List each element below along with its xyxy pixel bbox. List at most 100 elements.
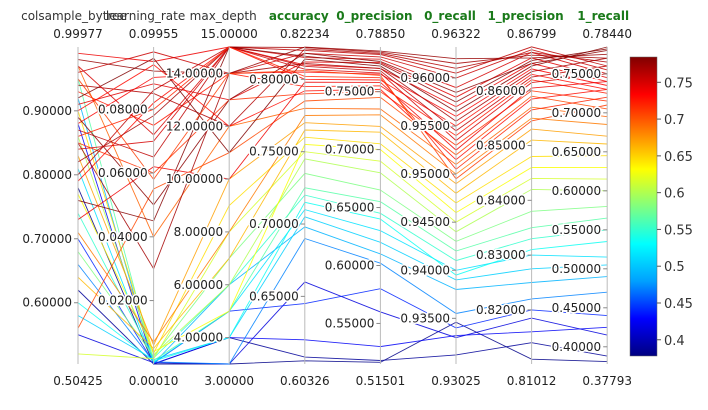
axis-title: accuracy (269, 9, 329, 23)
trial-line (77, 57, 608, 270)
trial-line (77, 65, 608, 238)
tick-label: 0.84000 (476, 193, 526, 207)
axis-max-label: 0.78440 (582, 27, 632, 41)
trial-line (77, 72, 608, 137)
axis-0-recall[interactable]: 0_recall 0.96322 0.93025 0.93500 0.94000 0.94… (399, 9, 481, 388)
tick-label: 0.82000 (476, 303, 526, 317)
axis-max-label: 0.99977 (53, 27, 103, 41)
trial-line (77, 78, 608, 362)
axis-max-label: 0.78850 (356, 27, 406, 41)
trial-line (77, 123, 608, 365)
trial-line (77, 46, 608, 222)
axis-1-recall[interactable]: 1_recall 0.78440 0.37793 0.40000 0.45000 0.50… (550, 9, 632, 388)
trial-line (77, 172, 608, 358)
axis-min-label: 0.60326 (280, 374, 330, 388)
tick-label: 0.06000 (98, 166, 148, 180)
tick-label: 0.75000 (249, 145, 299, 159)
trial-line (77, 281, 608, 365)
colorbar-gradient (629, 56, 658, 357)
trial-line (77, 46, 608, 163)
colorbar-tick-label: 0.55 (664, 223, 693, 238)
colorbar-tick-label: 0.7 (664, 113, 685, 128)
tick-label: 0.65000 (249, 289, 299, 303)
colorbar-tick-label: 0.65 (664, 150, 693, 165)
trial-line (77, 46, 608, 170)
trial-line (77, 151, 608, 360)
colorbar: 0.4 0.45 0.5 0.55 0.6 0.65 0.7 0.75 (629, 56, 693, 357)
trial-line (77, 216, 608, 360)
axis-max-depth[interactable]: max_depth 15.00000 3.00000 4.00000 6.00000 8.… (164, 9, 258, 388)
axis-min-label: 0.37793 (582, 374, 632, 388)
trial-line (77, 187, 608, 365)
trial-line (77, 49, 608, 79)
trial-line (77, 122, 608, 347)
tick-label: 0.95500 (400, 119, 450, 133)
axis-title: learning_rate (106, 9, 185, 23)
tick-label: 0.83000 (476, 248, 526, 262)
trial-line (77, 168, 608, 364)
trial-line (77, 194, 608, 359)
trial-line (77, 237, 608, 365)
trial-line (77, 46, 608, 74)
tick-label: 0.04000 (98, 230, 148, 244)
colorbar-tick-label: 0.4 (664, 334, 685, 349)
tick-label: 0.93500 (400, 311, 450, 325)
tick-label: 10.00000 (166, 172, 223, 186)
tick-label: 0.96000 (400, 71, 450, 85)
trial-lines (77, 46, 608, 365)
tick-label: 6.00000 (174, 278, 224, 292)
tick-label: 4.00000 (174, 331, 224, 345)
trial-line (77, 90, 608, 174)
tick-label: 0.94000 (400, 263, 450, 277)
axis-colsample-bytree[interactable]: colsample_bytree 0.99977 0.50425 0.60000 0.7… (21, 9, 127, 388)
trial-line (77, 81, 608, 220)
axis-learning-rate[interactable]: learning_rate 0.09955 0.00010 0.02000 0.0400… (96, 9, 185, 388)
tick-label: 0.70000 (22, 232, 72, 246)
tick-label: 0.90000 (22, 104, 72, 118)
axis-0-precision[interactable]: 0_precision 0.78850 0.51501 0.55000 0.60000 0… (323, 9, 413, 388)
tick-label: 0.45000 (552, 301, 602, 315)
axis-title: 0_precision (336, 9, 412, 24)
axis-1-precision[interactable]: 1_precision 0.86799 0.81012 0.82000 0.83000 0… (474, 9, 564, 388)
tick-label: 0.60000 (325, 258, 375, 272)
axis-min-label: 0.50425 (53, 374, 103, 388)
tick-label: 0.60000 (552, 184, 602, 198)
axis-max-label: 0.09955 (129, 27, 179, 41)
tick-label: 14.00000 (166, 66, 223, 80)
tick-label: 0.55000 (552, 223, 602, 237)
tick-label: 0.65000 (552, 145, 602, 159)
trial-line (77, 110, 608, 355)
tick-label: 0.70000 (552, 106, 602, 120)
tick-label: 0.40000 (552, 340, 602, 354)
tick-label: 0.75000 (552, 67, 602, 81)
trial-line (77, 95, 608, 329)
tick-label: 0.65000 (325, 201, 375, 215)
axis-max-label: 0.96322 (431, 27, 481, 41)
axis-accuracy[interactable]: accuracy 0.82234 0.60326 0.65000 0.70000 0.75… (248, 9, 330, 388)
trial-line (77, 46, 608, 154)
tick-label: 0.02000 (98, 294, 148, 308)
axis-min-label: 0.93025 (431, 374, 481, 388)
axis-title: 1_precision (487, 9, 563, 24)
colorbar-tick-label: 0.75 (664, 76, 693, 91)
tick-label: 0.80000 (22, 168, 72, 182)
axes: colsample_bytree 0.99977 0.50425 0.60000 0.7… (21, 9, 632, 388)
axis-max-label: 0.86799 (507, 27, 557, 41)
trial-line (77, 49, 608, 206)
tick-label: 0.55000 (325, 316, 375, 330)
axis-min-label: 3.00000 (204, 374, 254, 388)
axis-min-label: 0.81012 (507, 374, 557, 388)
axis-min-label: 0.51501 (356, 374, 406, 388)
axis-max-label: 15.00000 (201, 27, 258, 41)
axis-title: colsample_bytree (21, 9, 127, 23)
axis-max-label: 0.82234 (280, 27, 330, 41)
trial-line (77, 46, 608, 182)
tick-label: 0.70000 (325, 143, 375, 157)
tick-label: 0.50000 (552, 262, 602, 276)
tick-label: 0.80000 (249, 72, 299, 86)
axis-title: 0_recall (424, 9, 476, 24)
tick-label: 0.86000 (476, 84, 526, 98)
tick-label: 0.94500 (400, 215, 450, 229)
colorbar-tick-label: 0.6 (664, 187, 685, 202)
